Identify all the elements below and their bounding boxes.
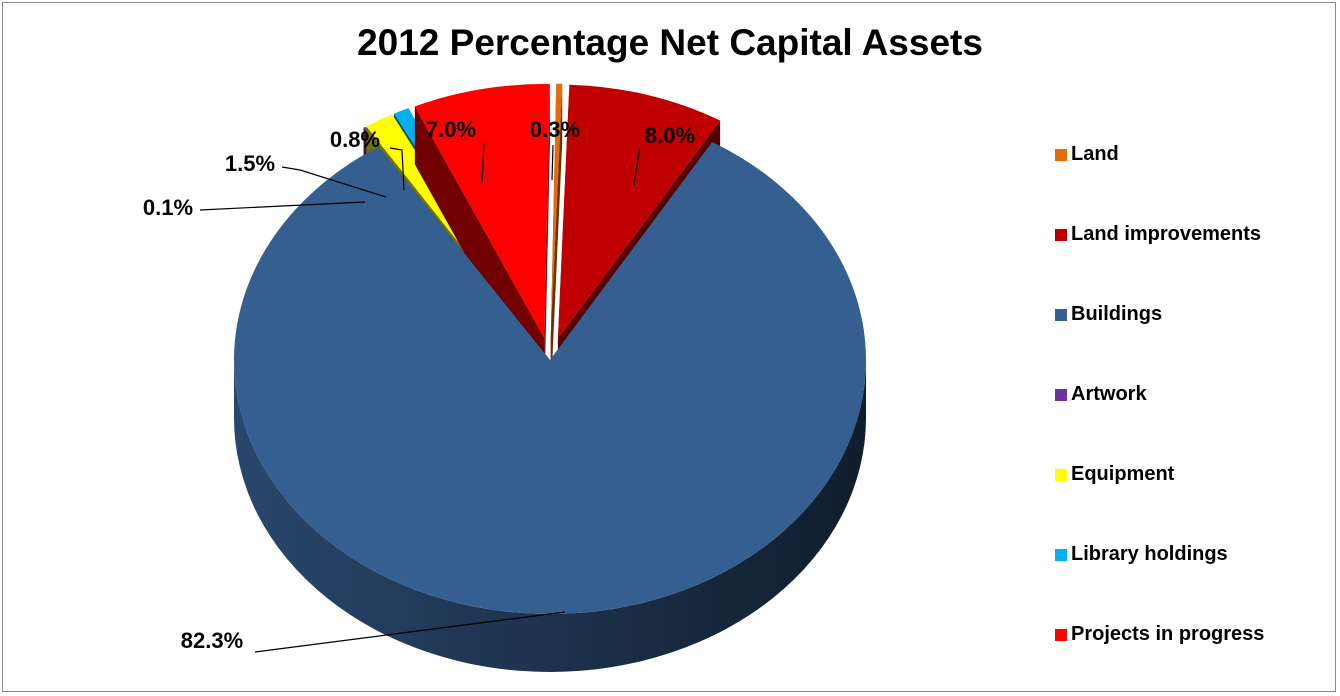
chart-title: 2012 Percentage Net Capital Assets xyxy=(357,22,983,63)
legend-label: Artwork xyxy=(1071,383,1147,405)
leader-line-artwork xyxy=(199,201,366,211)
leader-line-land xyxy=(551,144,554,181)
legend-label: Library holdings xyxy=(1071,543,1228,565)
leader-line-equipment xyxy=(281,166,387,198)
data-label-artwork: 0.1% xyxy=(143,195,193,220)
pie-slice-buildings xyxy=(234,142,867,672)
legend-item-library-holdings: Library holdings xyxy=(1055,543,1228,566)
legend-label: Equipment xyxy=(1071,463,1175,485)
legend-label: Land improvements xyxy=(1071,223,1262,245)
data-label-buildings: 82.3% xyxy=(181,628,243,653)
legend-item-buildings: Buildings xyxy=(1055,303,1162,326)
data-label-equipment: 1.5% xyxy=(225,151,275,176)
legend-swatch xyxy=(1055,388,1067,401)
pie-slice-land xyxy=(550,83,563,396)
legend-swatch xyxy=(1055,148,1067,161)
legend-label: Land xyxy=(1071,143,1119,165)
legend-item-artwork: Artwork xyxy=(1055,383,1147,406)
legend-swatch xyxy=(1055,308,1067,321)
data-label-library-holdings: 0.8% xyxy=(330,127,380,152)
legend-swatch xyxy=(1055,628,1067,641)
legend-item-land: Land xyxy=(1055,143,1119,166)
leader-line-projects-in-progress xyxy=(481,142,485,184)
legend-item-projects-in-progress: Projects in progress xyxy=(1055,623,1264,646)
data-label-land-improvements: 8.0% xyxy=(645,123,695,148)
leader-line-buildings xyxy=(254,611,566,653)
leader-line-library-holdings xyxy=(389,147,405,191)
legend-swatch xyxy=(1055,228,1067,241)
legend-item-land-improvements: Land improvements xyxy=(1055,223,1261,246)
legend-label: Projects in progress xyxy=(1071,623,1265,645)
legend-label: Buildings xyxy=(1071,303,1163,325)
data-label-projects-in-progress: 7.0% xyxy=(426,117,476,142)
legend-item-equipment: Equipment xyxy=(1055,463,1174,486)
legend-swatch xyxy=(1055,468,1067,481)
leader-line-land-improvements xyxy=(633,146,641,186)
data-label-land: 0.3% xyxy=(530,117,580,142)
legend-swatch xyxy=(1055,548,1067,561)
